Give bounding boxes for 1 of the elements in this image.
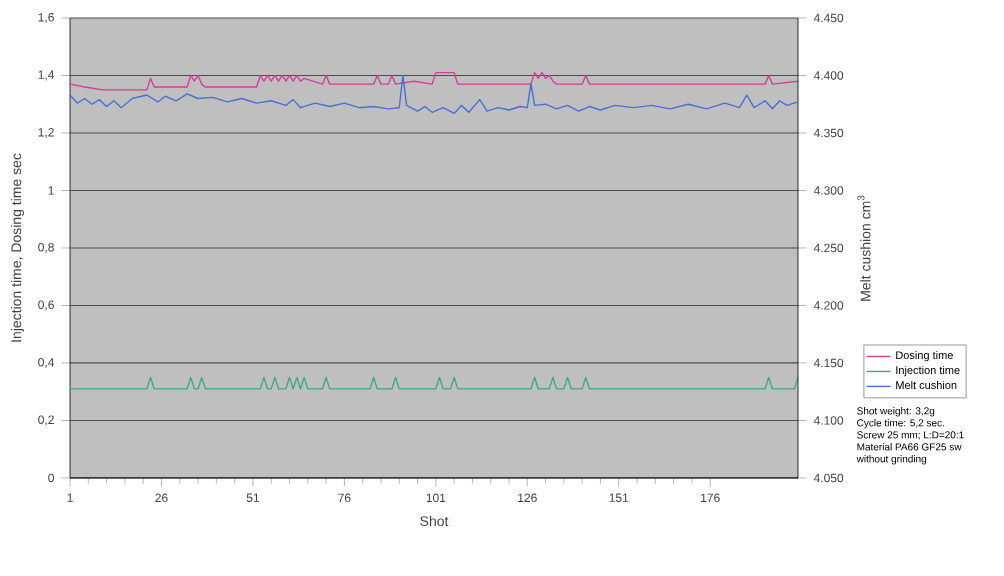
line-series xyxy=(69,74,799,115)
